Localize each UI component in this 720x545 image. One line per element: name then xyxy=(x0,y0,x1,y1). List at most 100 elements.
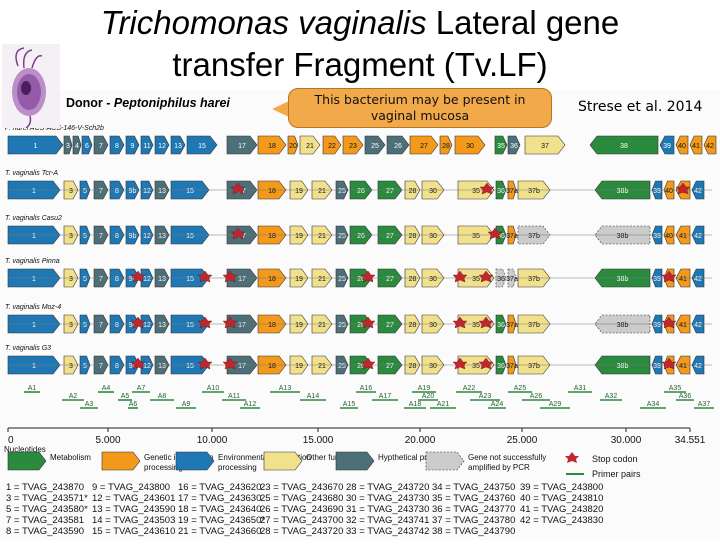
stop-codon-3-s2 xyxy=(197,270,213,283)
gene-0-15-label: 22 xyxy=(328,143,336,150)
gene-id-4-5: 38 = TVAG_243790 xyxy=(432,526,515,537)
gene-0-1-label: 3 xyxy=(66,143,70,150)
gene-5-26-label: 42 xyxy=(694,363,702,370)
gene-3-5-label: 9b xyxy=(129,276,137,283)
gene-1-5-label: 9b xyxy=(129,188,137,195)
gene-4-19-label: 36 xyxy=(497,322,505,329)
gene-0-6-label: 9 xyxy=(131,143,135,150)
donor-prefix: Donor - xyxy=(66,96,114,110)
gene-id-4-2: 21 = TVAG_243660 xyxy=(178,526,261,537)
gene-id-2-5: 36 = TVAG_243770 xyxy=(432,504,515,515)
callout-box: This bacterium may be present in vaginal… xyxy=(288,88,552,128)
gene-4-20-label: 37a xyxy=(506,322,518,329)
gene-0-22-label: 35 xyxy=(497,143,505,150)
gene-5-8-label: 15 xyxy=(186,363,194,370)
gene-0-24-label: 37 xyxy=(541,143,549,150)
gene-3-22-label: 38b xyxy=(617,276,629,283)
stop-codon-5-s7 xyxy=(661,357,677,370)
gene-2-22-label: 38b xyxy=(617,233,629,240)
gene-5-5-label: 9b xyxy=(129,363,137,370)
gene-0-11 xyxy=(226,135,258,155)
gene-0-0-label: 1 xyxy=(34,143,38,150)
gene-0-27-label: 40 xyxy=(678,143,686,150)
gene-4-2-label: 5 xyxy=(83,322,87,329)
primer-label-A8: A8 xyxy=(158,393,167,400)
primer-label-A5: A5 xyxy=(121,393,130,400)
gene-1-23-label: 39 xyxy=(653,188,661,195)
gene-0-4 xyxy=(93,135,109,155)
gene-1-7-label: 13 xyxy=(158,188,166,195)
gene-0-12-label: 18 xyxy=(268,143,276,150)
gene-2-18-label: 35 xyxy=(472,233,480,240)
gene-4-11-label: 19 xyxy=(295,322,303,329)
gene-3-10-label: 18 xyxy=(268,276,276,283)
gene-1-15-label: 27 xyxy=(386,188,394,195)
gene-1-20-label: 37a xyxy=(506,188,518,195)
gene-1-4-label: 8 xyxy=(115,188,119,195)
gene-3-26-label: 42 xyxy=(694,276,702,283)
stop-codon-5-s4 xyxy=(360,357,376,370)
gene-map-figure: P. harei ACS-ACS-146-V-Sch2b 1 3 4 6 7 8 9 11 12 1… xyxy=(0,90,720,540)
gene-2-2-label: 5 xyxy=(83,233,87,240)
primer-label-A29: A29 xyxy=(549,401,562,408)
gene-id-1-2: 17 = TVAG_243630 xyxy=(178,493,261,504)
stop-codon-4-s3 xyxy=(222,316,238,329)
gene-1-13-label: 25 xyxy=(338,188,346,195)
gene-4-4-label: 8 xyxy=(115,322,119,329)
stop-codon-5-s2 xyxy=(197,357,213,370)
gene-1-18-label: 35 xyxy=(472,188,480,195)
gene-0-9-label: 13 xyxy=(174,143,182,150)
stop-codon-4-s1 xyxy=(130,316,146,329)
gene-0-13 xyxy=(287,135,299,155)
gene-1-2-label: 5 xyxy=(83,188,87,195)
gene-5-3-label: 7 xyxy=(99,363,103,370)
gene-0-25-label: 38 xyxy=(620,143,628,150)
callout-line1: This bacterium may be present in xyxy=(314,92,526,107)
stop-codon-5-s3 xyxy=(222,357,238,370)
legend-swatch-hypothetical xyxy=(335,451,375,471)
legend-text-hypothetical: Hypthetical protein xyxy=(378,453,444,462)
gene-0-6 xyxy=(125,135,140,155)
donor-name: Peptoniphilus harei xyxy=(113,96,230,110)
gene-id-4-1: 15 = TVAG_243610 xyxy=(92,526,175,537)
gene-0-5 xyxy=(109,135,125,155)
donor-label: Donor - Peptoniphilus harei xyxy=(66,96,230,110)
gene-4-6-label: 12 xyxy=(143,322,151,329)
axis-tick-label-4: 20.000 xyxy=(405,435,436,446)
gene-0-26-label: 39 xyxy=(663,143,671,150)
gene-5-22-label: 38b xyxy=(617,363,629,370)
primer-label-A10: A10 xyxy=(207,385,220,392)
gene-5-4-label: 8 xyxy=(115,363,119,370)
track-label-4: T. vaginalis Moz-4 xyxy=(5,304,61,311)
gene-2-21-label: 37b xyxy=(528,233,540,240)
gene-5-7-label: 13 xyxy=(158,363,166,370)
gene-0-18-label: 26 xyxy=(394,143,402,150)
legend-swatch-environmental xyxy=(175,451,215,471)
gene-1-6-label: 12 xyxy=(143,188,151,195)
primer-label-A35: A35 xyxy=(669,385,682,392)
gene-0-19-label: 27 xyxy=(420,143,428,150)
gene-0-18 xyxy=(386,135,410,155)
gene-3-9-label: 17 xyxy=(238,276,246,283)
gene-2-3-label: 7 xyxy=(99,233,103,240)
gene-0-2 xyxy=(72,135,82,155)
gene-1-24-label: 40 xyxy=(665,188,673,195)
gene-5-0-label: 1 xyxy=(32,363,36,370)
gene-5-19-label: 36 xyxy=(497,363,505,370)
track-label-1: T. vaginalis Tcr-A xyxy=(5,170,58,177)
gene-0-10 xyxy=(186,135,218,155)
primer-label-A9: A9 xyxy=(182,401,191,408)
gene-5-10-label: 18 xyxy=(268,363,276,370)
gene-3-1-label: 3 xyxy=(69,276,73,283)
gene-0-14 xyxy=(299,135,321,155)
gene-id-3-0: 7 = TVAG_243581 xyxy=(6,515,84,526)
gene-5-25-label: 41 xyxy=(679,363,687,370)
stop-codon-1-s1 xyxy=(230,182,246,195)
gene-id-3-1: 14 = TVAG_243503 xyxy=(92,515,175,526)
gene-2-25-label: 41 xyxy=(679,233,687,240)
legend-swatch-not_amplified xyxy=(425,451,465,471)
gene-0-7 xyxy=(140,135,154,155)
primer-label-A18: A18 xyxy=(409,401,422,408)
stop-codon-5-s1 xyxy=(130,357,146,370)
gene-2-0-label: 1 xyxy=(32,233,36,240)
